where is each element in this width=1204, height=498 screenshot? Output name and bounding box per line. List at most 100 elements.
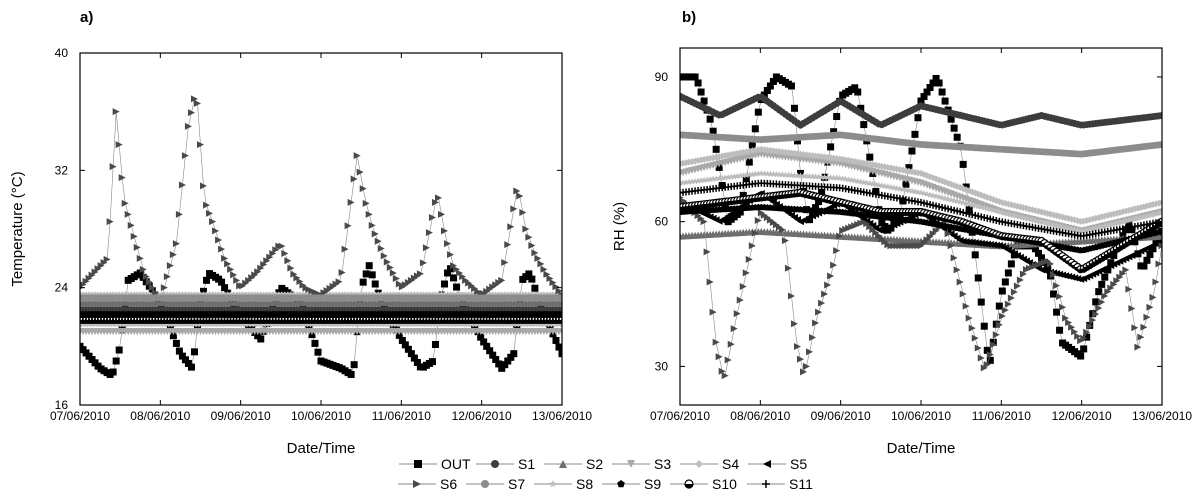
data-point — [751, 125, 759, 133]
data-point — [923, 88, 931, 96]
data-point — [290, 270, 298, 278]
data-point — [977, 298, 985, 306]
x-tick-label: 10/06/2010 — [891, 409, 951, 423]
data-point — [489, 351, 497, 359]
data-point — [965, 206, 973, 214]
data-point — [492, 356, 500, 364]
data-point — [1140, 323, 1148, 331]
series-s6 — [80, 95, 562, 303]
data-point — [163, 273, 171, 281]
x-tick-label: 11/06/2010 — [372, 409, 431, 423]
legend-label: S5 — [790, 456, 807, 472]
data-point — [124, 210, 132, 218]
data-point — [203, 201, 211, 209]
x-tick-label: 08/06/2010 — [130, 409, 190, 423]
data-point — [456, 269, 464, 277]
data-point — [745, 255, 753, 263]
data-point — [953, 266, 961, 274]
data-point — [995, 302, 1003, 310]
data-point — [712, 175, 720, 182]
legend-marker — [549, 480, 557, 488]
data-point — [1116, 273, 1124, 281]
data-point — [721, 372, 729, 380]
data-point — [233, 276, 241, 284]
data-point — [830, 128, 838, 136]
data-point — [218, 278, 226, 286]
data-point — [836, 232, 844, 240]
data-point — [1143, 212, 1151, 219]
data-point — [980, 364, 988, 372]
data-point — [965, 314, 973, 322]
data-point — [184, 359, 192, 367]
data-point — [215, 236, 223, 244]
data-point — [112, 357, 120, 365]
data-point — [782, 171, 789, 178]
data-point — [803, 172, 810, 179]
data-point — [1001, 306, 1009, 314]
data-point — [200, 287, 208, 295]
legend-marker — [414, 460, 422, 468]
data-point — [434, 194, 442, 202]
data-point — [441, 227, 449, 235]
data-point — [986, 240, 994, 248]
data-point — [169, 332, 177, 340]
data-point — [983, 346, 991, 354]
data-point — [522, 225, 530, 233]
data-point — [1016, 276, 1024, 284]
data-point — [712, 338, 720, 346]
data-point — [1010, 288, 1018, 296]
x-tick-label: 13/06/2010 — [532, 409, 592, 423]
series-s4 — [680, 145, 1162, 225]
data-point — [685, 178, 693, 185]
panel-label-a: a) — [80, 9, 93, 26]
data-point — [974, 239, 982, 247]
data-point — [190, 95, 198, 103]
legend-label: S6 — [440, 476, 457, 492]
data-point — [221, 284, 229, 292]
data-point — [1007, 260, 1015, 268]
data-point — [827, 272, 835, 280]
data-point — [1098, 298, 1106, 306]
data-point — [709, 308, 717, 316]
data-point — [525, 233, 533, 241]
data-point — [929, 79, 937, 87]
data-point — [800, 368, 808, 376]
data-point — [431, 341, 439, 348]
data-point — [1098, 223, 1106, 230]
data-point — [193, 323, 201, 331]
data-point — [203, 276, 211, 284]
data-point — [504, 241, 512, 249]
data-point — [200, 182, 208, 190]
data-point — [459, 273, 467, 281]
series-s7 — [80, 294, 562, 302]
data-point — [818, 188, 826, 196]
data-point — [447, 251, 455, 259]
data-point — [1158, 227, 1162, 235]
data-point — [950, 254, 958, 262]
data-point — [221, 254, 229, 262]
data-point — [175, 210, 183, 218]
data-point — [754, 108, 762, 116]
data-point — [130, 232, 138, 240]
data-point — [260, 260, 268, 268]
data-point — [558, 294, 562, 302]
data-point — [127, 221, 135, 229]
data-point — [136, 269, 144, 277]
data-point — [971, 251, 979, 259]
data-point — [410, 354, 418, 362]
data-point — [1140, 212, 1148, 220]
data-point — [697, 88, 705, 96]
data-point — [827, 143, 835, 151]
data-point — [962, 302, 970, 310]
data-point — [953, 197, 961, 205]
data-point — [709, 127, 717, 135]
data-point — [1158, 112, 1162, 120]
x-tick-label: 09/06/2010 — [811, 409, 871, 423]
data-point — [347, 198, 355, 206]
data-point — [371, 280, 379, 288]
data-point — [769, 77, 777, 85]
legend-label: S9 — [644, 476, 661, 492]
data-point — [1134, 343, 1142, 351]
data-point — [742, 269, 750, 277]
